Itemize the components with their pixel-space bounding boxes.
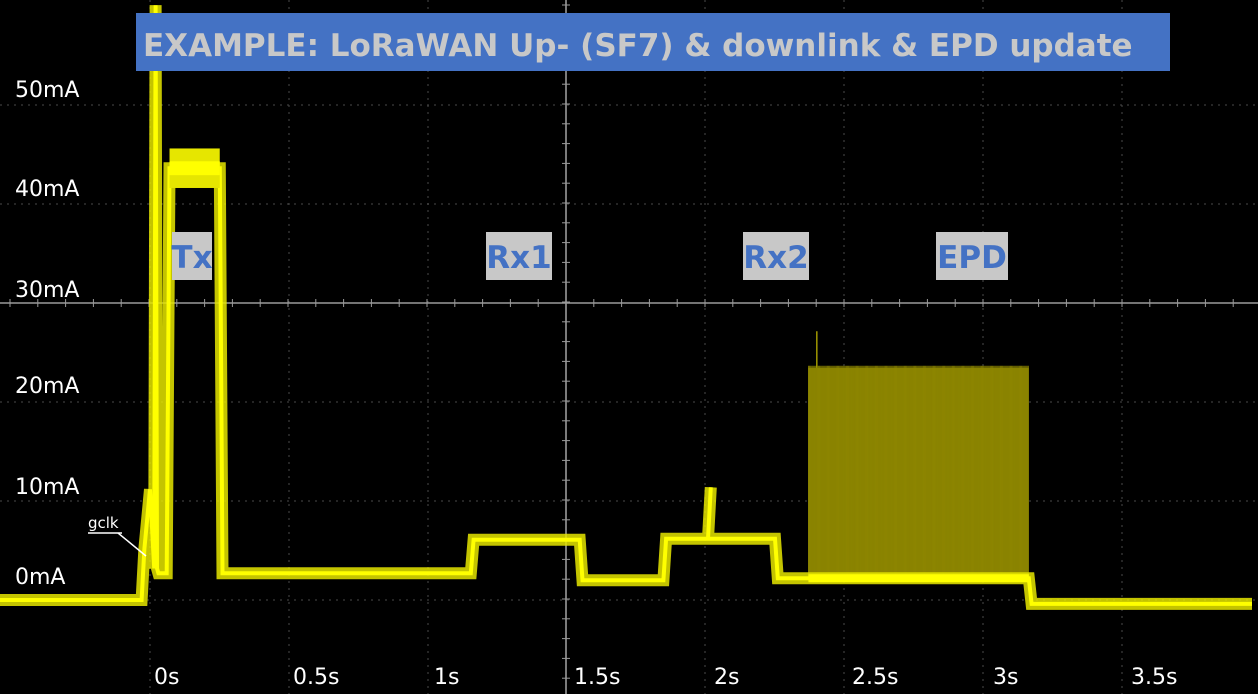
- x-tick-label: 1.5s: [574, 665, 620, 690]
- phase-labels: Tx Rx1 Rx2 EPD: [171, 232, 1008, 280]
- phase-label-box: [172, 232, 212, 280]
- y-tick-label: 20mA: [15, 374, 79, 399]
- current-trace: [0, 5, 1252, 610]
- epd-activity-band: [808, 331, 1029, 579]
- x-tick-label: 3.5s: [1131, 665, 1177, 690]
- trace-line: [0, 5, 1252, 606]
- probe-label: gclk: [88, 514, 119, 532]
- y-tick-label: 50mA: [15, 78, 79, 103]
- y-tick-label: 40mA: [15, 177, 79, 202]
- phase-label-text: Rx1: [486, 240, 551, 276]
- y-tick-label: 10mA: [15, 475, 79, 500]
- x-tick-label: 2.5s: [852, 665, 898, 690]
- phase-label-box: [486, 232, 552, 280]
- x-tick-labels: 0s 0.5s 1s 1.5s 2s 2.5s 3s 3.5s: [154, 665, 1177, 690]
- y-tick-label: 30mA: [15, 278, 79, 303]
- phase-label-text: Rx2: [743, 240, 808, 276]
- phase-label-box: [743, 232, 809, 280]
- phase-label-tx: Tx: [171, 232, 213, 280]
- phase-label-epd: EPD: [936, 232, 1008, 280]
- title-background: [136, 13, 1170, 71]
- phase-label-rx2: Rx2: [743, 232, 809, 280]
- tx-plateau-core: [169, 161, 220, 176]
- y-tick-label: 0mA: [15, 565, 65, 590]
- chart-title: EXAMPLE: LoRaWAN Up- (SF7) & downlink & …: [143, 28, 1133, 64]
- probe-annotation: gclk: [88, 514, 147, 557]
- phase-label-rx1: Rx1: [486, 232, 552, 280]
- x-tick-label: 0s: [154, 665, 179, 690]
- x-tick-label: 2s: [714, 665, 739, 690]
- x-tick-label: 0.5s: [293, 665, 339, 690]
- x-tick-label: 3s: [993, 665, 1018, 690]
- chart-title-box: EXAMPLE: LoRaWAN Up- (SF7) & downlink & …: [136, 13, 1170, 71]
- x-tick-label: 1s: [434, 665, 459, 690]
- probe-pointer: [117, 532, 147, 557]
- phase-label-text: EPD: [937, 240, 1007, 276]
- y-tick-labels: 50mA 40mA 30mA 20mA 10mA 0mA: [15, 78, 79, 590]
- phase-label-box: [936, 232, 1008, 280]
- phase-label-text: Tx: [171, 240, 212, 276]
